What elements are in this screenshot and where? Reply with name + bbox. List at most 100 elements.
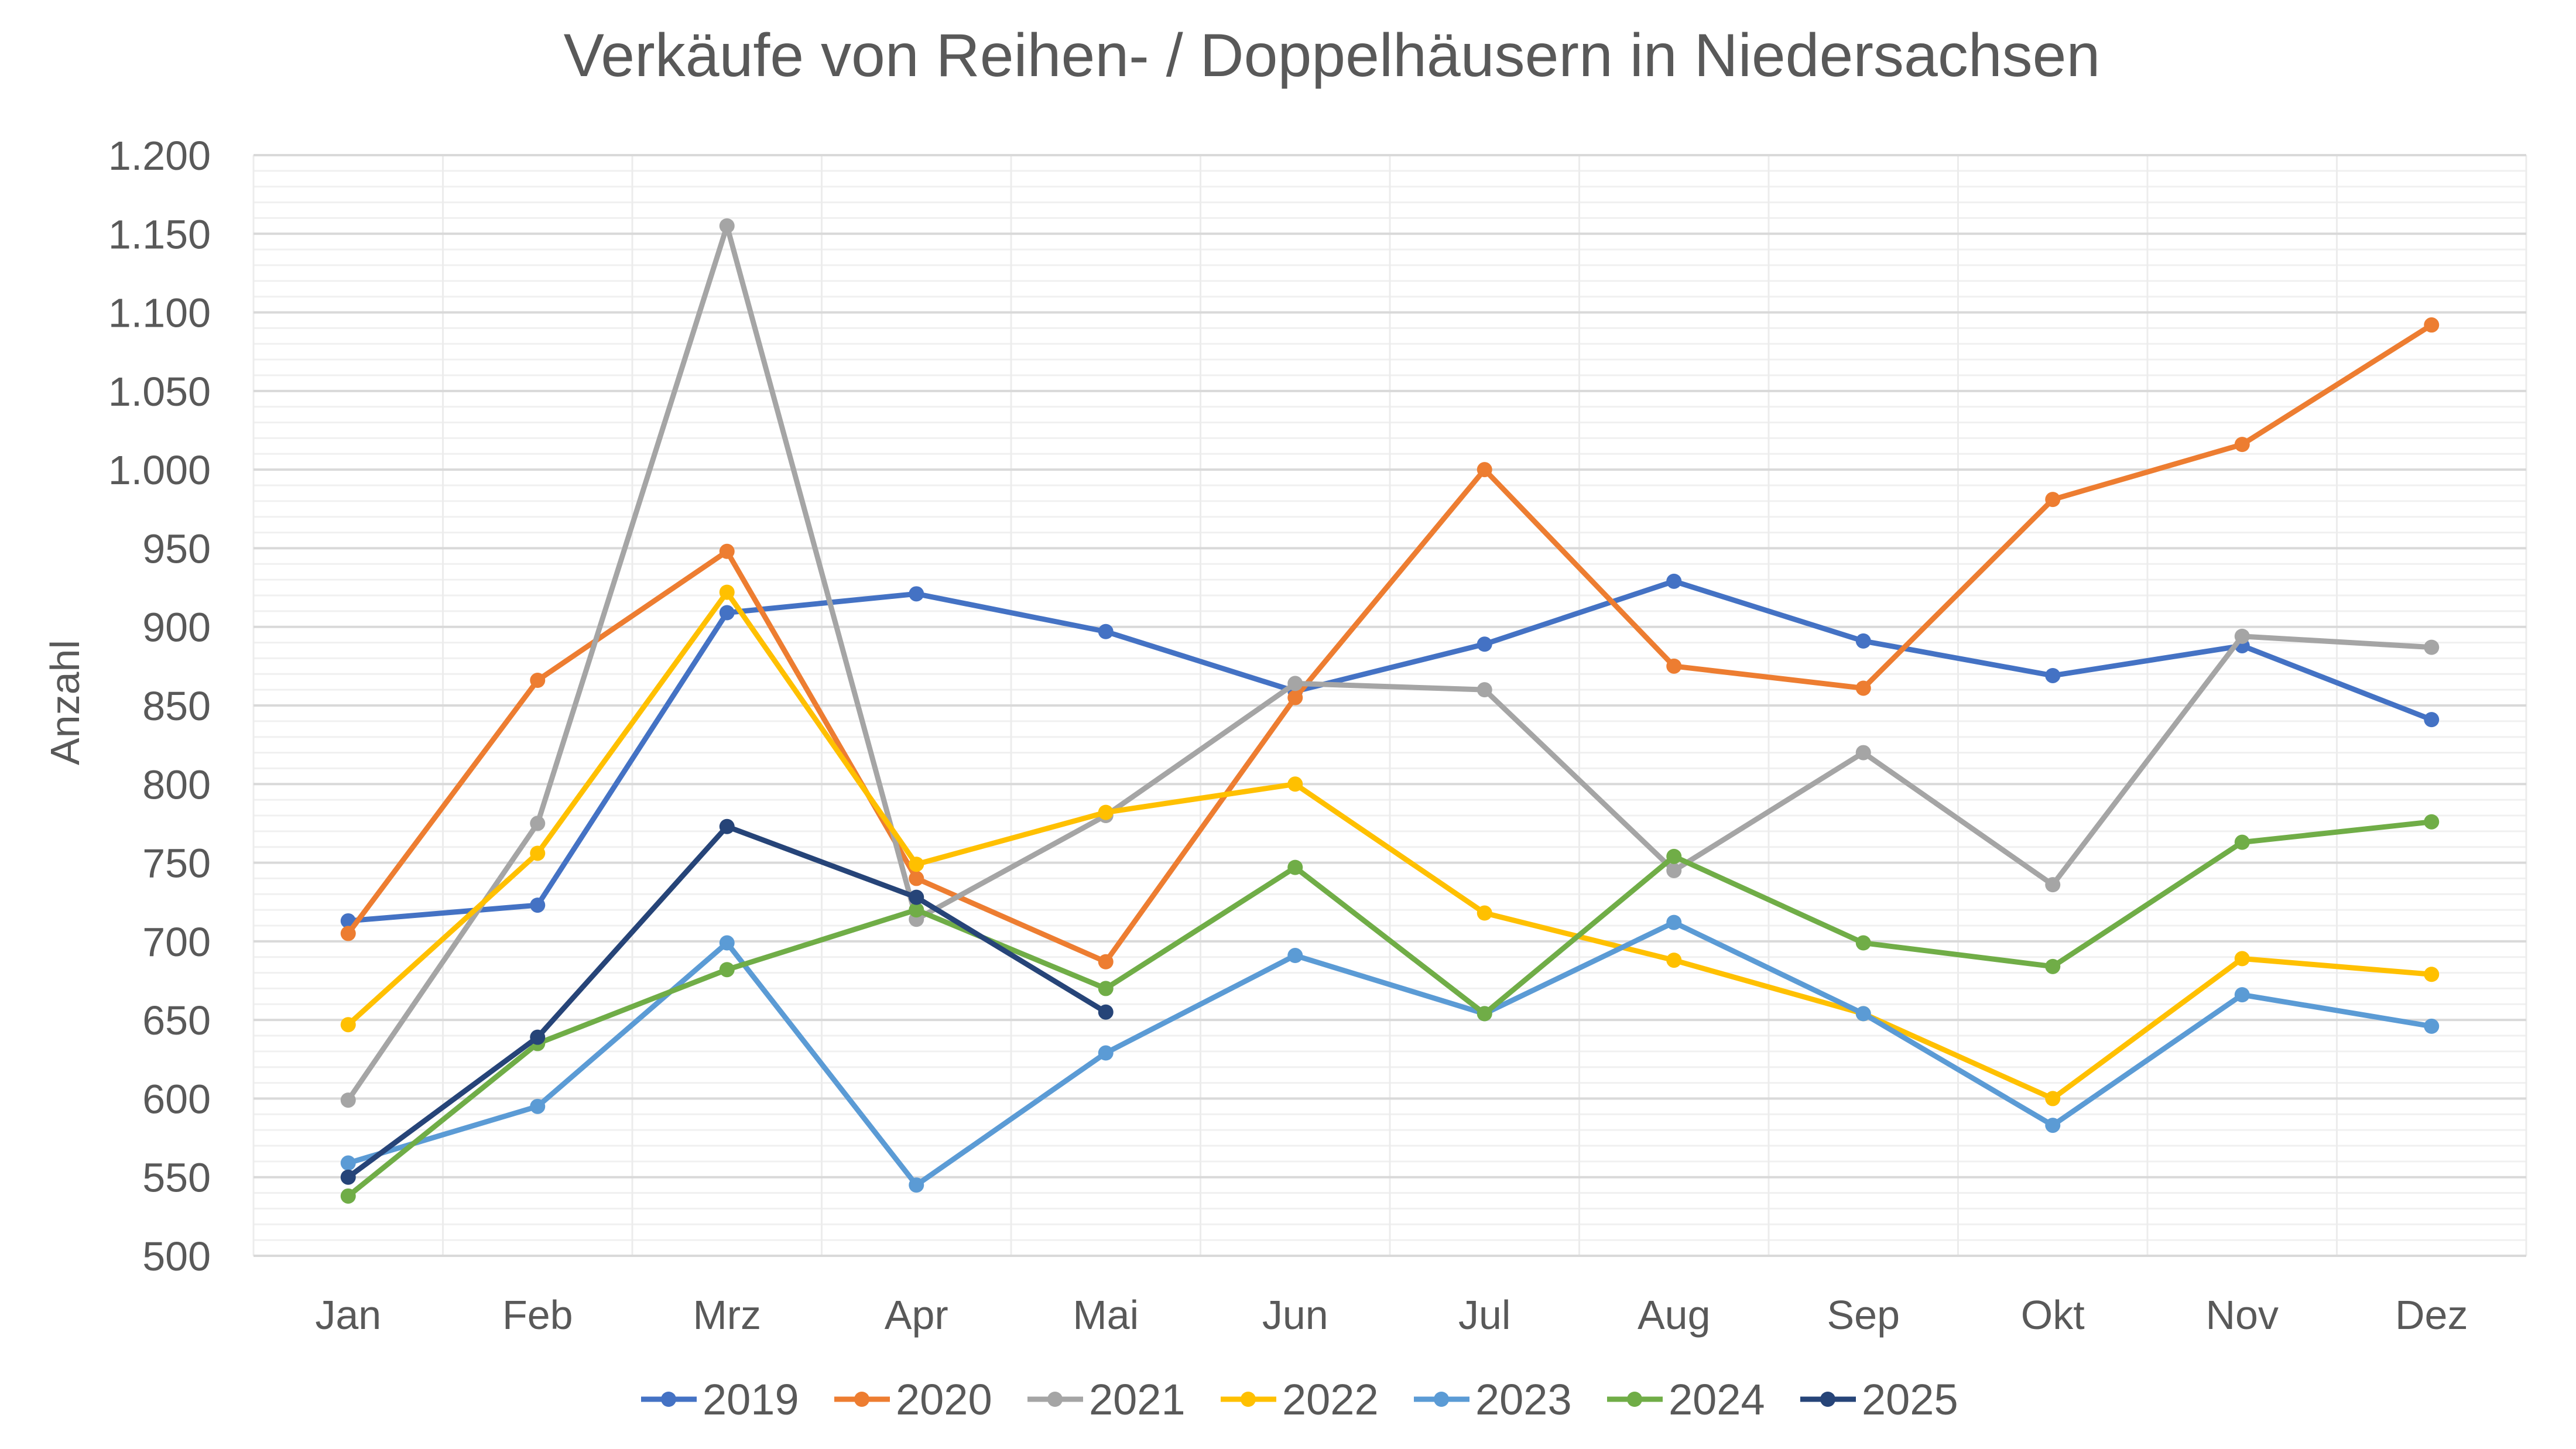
legend-marker [854,1392,869,1407]
data-point-2023-Aug [1666,914,1682,930]
y-tick-label: 600 [142,1076,211,1122]
series-line-2019 [345,578,2434,924]
series-2023 [340,914,2440,1193]
data-point-2020-Jul [1477,462,1492,478]
data-point-2020-Sep [1855,680,1871,696]
data-point-2022-Aug [1666,953,1682,968]
series-line-2020 [345,322,2434,965]
x-tick-label: Sep [1827,1292,1900,1338]
x-tick-label: Feb [502,1292,573,1338]
data-point-2021-Feb [530,816,546,831]
x-tick-label: Mrz [693,1292,761,1338]
data-point-2021-Jan [340,1092,356,1108]
y-tick-label: 950 [142,526,211,571]
data-point-2021-Jul [1477,682,1492,698]
legend-item-2023: 2023 [1414,1375,1572,1424]
data-point-2023-Dez [2424,1018,2440,1034]
data-point-2019-Sep [1855,633,1871,649]
y-tick-label: 1.100 [108,290,211,336]
legend-marker [1241,1392,1256,1407]
data-point-2021-Dez [2424,639,2440,655]
data-point-2021-Okt [2045,877,2061,893]
y-tick-label: 1.050 [108,369,211,415]
data-point-2020-Nov [2234,437,2250,453]
data-point-2023-Jan [340,1155,356,1171]
data-point-2020-Dez [2424,317,2440,333]
data-point-2022-Mrz [719,584,735,600]
legend-marker [1434,1392,1449,1407]
x-tick-label: Dez [2395,1292,2468,1338]
legend-item-2022: 2022 [1221,1375,1379,1424]
x-tick-label: Nov [2206,1292,2279,1338]
legend-label: 2021 [1089,1375,1186,1424]
major-gridlines [254,154,2526,1257]
x-tick-label: Jul [1458,1292,1510,1338]
data-point-2023-Mai [1098,1045,1114,1061]
y-axis-ticks: 500 550 600 650 700 750 800 850 900 950 1.000 1.050… [108,133,211,1279]
x-tick-label: Jan [315,1292,381,1338]
x-tick-label: Aug [1638,1292,1711,1338]
legend-item-2025: 2025 [1800,1375,1958,1424]
data-point-2022-Nov [2234,951,2250,967]
series-2025 [340,818,1114,1185]
data-point-2020-Feb [530,673,546,688]
series-line-2024 [345,819,2434,1199]
y-tick-label: 650 [142,998,211,1043]
data-point-2024-Mai [1098,981,1114,996]
data-point-2022-Mai [1098,804,1114,820]
data-point-2020-Mrz [719,543,735,559]
data-point-2023-Feb [530,1098,546,1114]
x-tick-label: Jun [1262,1292,1328,1338]
data-point-2021-Nov [2234,628,2250,644]
data-point-2022-Okt [2045,1091,2061,1107]
data-point-2025-Mai [1098,1004,1114,1020]
data-point-2022-Jun [1287,776,1303,792]
data-point-2021-Mrz [719,218,735,234]
data-point-2024-Mrz [719,962,735,978]
data-point-2020-Jun [1287,690,1303,705]
legend-label: 2019 [703,1375,799,1424]
series-line-2023 [345,920,2434,1188]
y-tick-label: 1.200 [108,133,211,179]
data-point-2020-Okt [2045,492,2061,508]
data-point-2019-Apr [909,586,924,602]
data-point-2019-Mrz [719,605,735,621]
data-point-2023-Okt [2045,1118,2061,1133]
y-tick-label: 750 [142,841,211,886]
y-tick-label: 850 [142,683,211,729]
legend-marker [661,1392,676,1407]
y-tick-label: 700 [142,919,211,965]
y-tick-label: 500 [142,1234,211,1279]
data-point-2019-Aug [1666,573,1682,589]
legend-marker [1047,1392,1063,1407]
data-point-2025-Jan [340,1169,356,1185]
data-point-2023-Sep [1855,1006,1871,1022]
data-point-2021-Jun [1287,676,1303,691]
data-point-2021-Sep [1855,745,1871,761]
y-tick-label: 1.000 [108,447,211,493]
data-point-2024-Nov [2234,834,2250,850]
data-point-2022-Jan [340,1017,356,1033]
data-point-2024-Jan [340,1188,356,1204]
data-point-2020-Mai [1098,954,1114,970]
x-tick-label: Mai [1073,1292,1139,1338]
data-point-2024-Dez [2424,814,2440,830]
data-point-2023-Nov [2234,987,2250,1003]
y-tick-label: 550 [142,1155,211,1201]
data-point-2021-Aug [1666,863,1682,878]
legend-item-2020: 2020 [834,1375,992,1424]
data-point-2025-Apr [909,889,924,905]
legend-label: 2022 [1282,1375,1379,1424]
chart-title: Verkäufe von Reihen- / Doppelhäusern in … [564,22,2101,90]
x-axis-ticks: Jan Feb Mrz Apr Mai Jun Jul Aug Sep Okt Nov Dez [315,1292,2468,1338]
x-tick-label: Okt [2021,1292,2085,1338]
x-tick-label: Apr [885,1292,948,1338]
data-point-2019-Jul [1477,636,1492,652]
legend-marker [1627,1392,1642,1407]
data-point-2024-Okt [2045,958,2061,974]
legend-label: 2023 [1475,1375,1572,1424]
data-point-2024-Aug [1666,848,1682,864]
y-tick-label: 900 [142,605,211,650]
y-tick-label: 800 [142,762,211,807]
